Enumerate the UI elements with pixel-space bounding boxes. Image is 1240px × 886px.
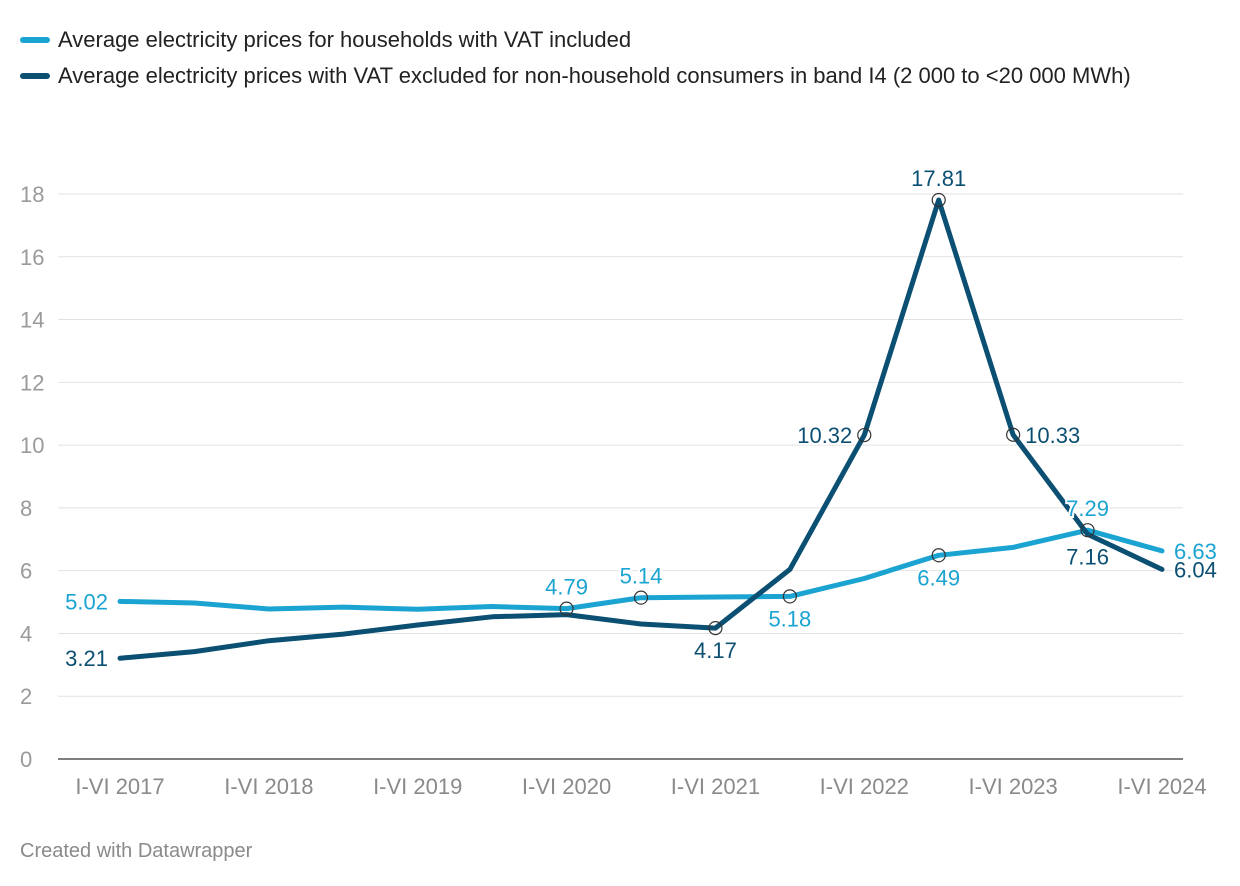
data-label: 4.17 — [694, 638, 737, 663]
data-label: 6.49 — [917, 565, 960, 590]
data-point-marker — [633, 590, 649, 605]
data-label: 17.81 — [911, 166, 966, 191]
data-point-marker — [559, 601, 574, 616]
legend-swatch-non-households — [20, 73, 50, 79]
data-label: 10.33 — [1025, 423, 1080, 448]
y-tick-label: 6 — [20, 559, 32, 584]
data-label: 5.14 — [620, 564, 663, 589]
data-label: 5.02 — [65, 589, 108, 614]
legend-item-non-households: Average electricity prices with VAT excl… — [20, 58, 1210, 94]
data-point-marker — [708, 621, 723, 636]
legend-item-households: Average electricity prices for household… — [20, 22, 1210, 58]
data-point-marker — [931, 548, 946, 563]
data-label: 4.79 — [545, 575, 588, 600]
data-point-marker — [782, 589, 797, 604]
x-tick-label: I-VI 2018 — [224, 774, 313, 799]
data-point-marker — [857, 427, 872, 443]
y-tick-label: 8 — [20, 496, 32, 521]
x-tick-label: I-VI 2024 — [1117, 774, 1206, 799]
y-tick-label: 10 — [20, 433, 44, 458]
data-label: 10.32 — [797, 423, 852, 448]
x-tick-label: I-VI 2023 — [969, 774, 1058, 799]
y-tick-label: 12 — [20, 370, 44, 395]
data-point-marker — [931, 192, 946, 208]
x-tick-label: I-VI 2020 — [522, 774, 611, 799]
data-label: 5.18 — [768, 606, 811, 631]
y-tick-label: 18 — [20, 182, 44, 207]
x-tick-label: I-VI 2021 — [671, 774, 760, 799]
chart-legend: Average electricity prices for household… — [20, 22, 1210, 94]
data-label: 7.29 — [1066, 496, 1109, 521]
data-point-marker — [1006, 427, 1021, 442]
y-tick-label: 2 — [20, 684, 32, 709]
series-line-households — [117, 527, 1165, 612]
legend-label-households: Average electricity prices for household… — [58, 27, 632, 52]
x-tick-label: I-VI 2017 — [75, 774, 164, 799]
y-tick-label: 16 — [20, 245, 44, 270]
footer-credit: Created with Datawrapper — [20, 840, 253, 862]
y-tick-label: 14 — [20, 308, 44, 333]
data-label: 6.63 — [1174, 539, 1217, 564]
data-label: 6.04 — [1174, 557, 1217, 582]
legend-swatch-households — [20, 37, 50, 43]
data-label: 7.16 — [1066, 544, 1109, 569]
data-point-marker — [1080, 523, 1095, 538]
series-line-non-households — [117, 197, 1165, 661]
x-tick-label: I-VI 2022 — [820, 774, 909, 799]
y-tick-label: 0 — [20, 747, 32, 772]
y-tick-label: 4 — [20, 621, 32, 646]
data-label: 3.21 — [65, 646, 108, 671]
legend-label-non-households: Average electricity prices with VAT excl… — [58, 63, 1131, 88]
x-tick-label: I-VI 2019 — [373, 774, 462, 799]
